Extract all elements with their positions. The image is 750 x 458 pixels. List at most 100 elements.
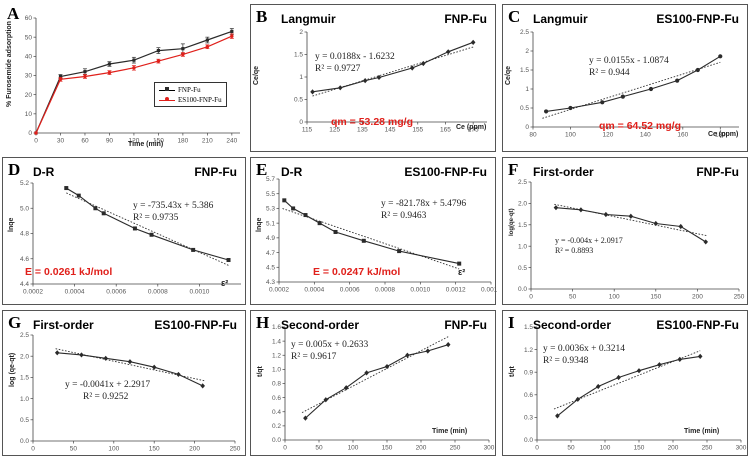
equation-text: y = -0.0041x + 2.2917 (65, 380, 151, 390)
y-tick-label: 1.5 (520, 67, 529, 74)
panel-c: 80 100 120 140 160 180 0 0.5 1 1.5 2 2.5 C Langmuir… (502, 4, 748, 152)
panel-letter: D (8, 160, 21, 179)
x-tick-label: 30 (57, 138, 65, 145)
data-point (445, 49, 451, 55)
x-axis-label: Time (min) (432, 428, 468, 435)
y-tick-label: 1.2 (272, 352, 281, 359)
panel-letter: C (508, 7, 521, 26)
chart-title-sample: ES100-FNP-Fu (656, 318, 739, 332)
chart-title-sample: ES100-FNP-Fu (656, 12, 739, 26)
r-squared-text: R² = 0.9463 (381, 211, 427, 221)
x-tick-label: 120 (602, 132, 613, 139)
x-tick-label: 60 (81, 138, 89, 145)
data-point (697, 353, 703, 359)
y-axis-label: t/qt (509, 366, 516, 377)
y-tick-label: 4.9 (266, 235, 275, 242)
panel-b: 115 125 135 145 155 165 175 0 0.5 1 1.5 2 B Langmui… (250, 4, 496, 152)
chart-title-model: D-R (281, 165, 303, 179)
data-point (575, 396, 581, 402)
y-tick-label: 1.6 (272, 324, 281, 331)
data-point (376, 74, 382, 81)
data-point (205, 38, 209, 42)
y-tick-label: 1.2 (524, 347, 533, 354)
data-point (132, 58, 136, 62)
data-point (620, 94, 625, 99)
x-tick-label: 250 (450, 445, 461, 452)
data-point (317, 221, 322, 226)
x-tick-label: 140 (640, 132, 651, 139)
y-tick-label: 2.5 (518, 179, 527, 186)
qm-annotation: qm = 64.52 mg/g (599, 120, 681, 132)
trendline (312, 46, 474, 97)
y-tick-label: 4.4 (20, 281, 29, 288)
x-tick-label: 115 (302, 127, 313, 134)
x-tick-label: 200 (189, 446, 200, 453)
r-squared-text: R² = 0.8893 (555, 246, 594, 255)
equation-text: y = 0.005x + 0.2633 (291, 340, 369, 350)
r-squared-text: R² = 0.9348 (543, 356, 589, 366)
x-tick-label: 0.0006 (340, 287, 360, 294)
data-point (421, 60, 426, 67)
data-point (362, 78, 368, 84)
energy-annotation: E = 0.0261 kJ/mol (25, 266, 113, 278)
y-tick-label: 2.5 (20, 332, 29, 339)
y-tick-label: 4.7 (266, 250, 275, 257)
y-tick-label: 5.3 (266, 206, 275, 213)
qm-annotation: qm = 53.28 mg/g (331, 116, 413, 128)
x-tick-label: 150 (153, 138, 164, 145)
x-tick-label: 50 (315, 445, 323, 452)
data-point (79, 352, 84, 358)
panel-f: 0 50 100 150 200 250 0.0 0.5 1.0 1.5 2.0 2.5 F Firs… (502, 157, 748, 305)
data-point (132, 226, 137, 231)
chart-e: 0.0002 0.0004 0.0006 0.0008 0.0010 0.0012 0.00… (266, 176, 497, 294)
chart-d: 0.0002 0.0004 0.0006 0.0008 0.0010 4.4 4.6 4.8 5… (20, 180, 241, 296)
trendline (66, 192, 229, 266)
data-point (703, 239, 709, 245)
x-axis-label: Ce (ppm) (456, 124, 487, 131)
x-tick-label: 100 (108, 446, 119, 453)
data-point (718, 54, 723, 59)
series-line (546, 55, 721, 112)
x-tick-label: 0.0012 (446, 287, 466, 294)
legend-entry-es100: ES100-FNP-Fu (159, 95, 222, 105)
x-tick-label: 50 (70, 446, 78, 453)
data-point (64, 186, 69, 191)
y-tick-label: 0.0 (524, 437, 533, 444)
y-tick-label: 5.7 (266, 176, 275, 183)
y-tick-label: 4.8 (20, 231, 29, 238)
data-point (445, 342, 451, 348)
data-point (397, 249, 402, 254)
panel-letter: H (256, 313, 270, 332)
data-point (361, 238, 366, 243)
data-point (425, 348, 431, 354)
y-tick-label: 0 (525, 124, 529, 131)
x-tick-label: 0 (283, 445, 287, 452)
y-tick-label: 1.5 (20, 375, 29, 382)
x-tick-label: 0.0002 (269, 287, 289, 294)
data-point (181, 52, 185, 57)
data-point (337, 85, 343, 91)
chart-title-sample: FNP-Fu (696, 165, 739, 179)
data-point (648, 86, 654, 92)
data-point (191, 247, 196, 252)
x-tick-label: 200 (416, 445, 427, 452)
y-tick-label: 0.5 (520, 105, 529, 112)
x-tick-label: 0 (31, 446, 35, 453)
chart-a: 0 30 60 90 120 150 180 210 240 0 10 20 30 40 50 60 (25, 15, 240, 145)
y-axis-label: lnqe (256, 217, 263, 232)
data-point (226, 258, 231, 263)
data-point (695, 67, 700, 73)
y-tick-label: 0.6 (272, 395, 281, 402)
data-point (132, 66, 136, 70)
data-point (303, 213, 308, 218)
data-point (156, 59, 161, 63)
data-point (34, 131, 38, 135)
chart-title-sample: FNP-Fu (444, 318, 487, 332)
series-line (557, 355, 701, 417)
data-point (553, 205, 559, 211)
x-tick-label: 125 (329, 127, 340, 134)
y-tick-label: 0.5 (518, 265, 527, 272)
x-tick-label: 50 (569, 294, 577, 301)
y-axis-label: Ce/qe (253, 65, 260, 85)
